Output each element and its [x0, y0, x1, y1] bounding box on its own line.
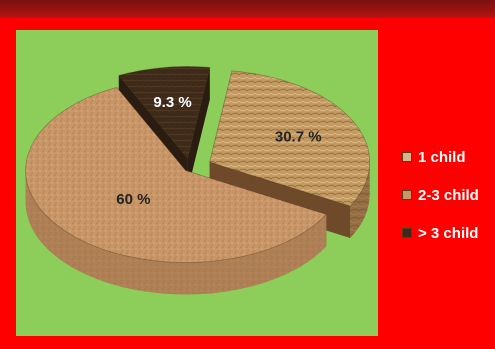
legend-item-more-than-3-child: > 3 child [402, 222, 492, 244]
legend-item-2-3-child: 2-3 child [402, 184, 492, 206]
pie-slice-side-texture [350, 162, 370, 238]
pie-slice-side-texture [25, 170, 327, 295]
legend-label: 2-3 child [418, 186, 479, 204]
pie-slice-2-3-child [25, 86, 327, 295]
pie-value-label: 30.7 % [275, 128, 322, 145]
legend-swatch-1-child [402, 152, 412, 162]
legend-swatch-2-3-child [402, 190, 412, 200]
legend-item-1-child: 1 child [402, 146, 492, 168]
pie-slice-wall [187, 67, 210, 191]
legend-label: > 3 child [418, 224, 479, 242]
legend: 1 child 2-3 child > 3 child [402, 146, 492, 260]
pie-value-label: 60 % [116, 191, 150, 208]
pie-value-label: 9.3 % [153, 94, 191, 111]
pie-slice-top [209, 70, 371, 207]
legend-swatch-more-than-3-child [402, 228, 412, 238]
legend-label: 1 child [418, 148, 466, 166]
pie-value-labels: 30.7 % 60 % 9.3 % [116, 94, 321, 208]
pie-slice-top [118, 66, 211, 160]
pie-slice-top [25, 86, 327, 263]
pie-slices [25, 66, 371, 295]
top-band [0, 0, 495, 22]
